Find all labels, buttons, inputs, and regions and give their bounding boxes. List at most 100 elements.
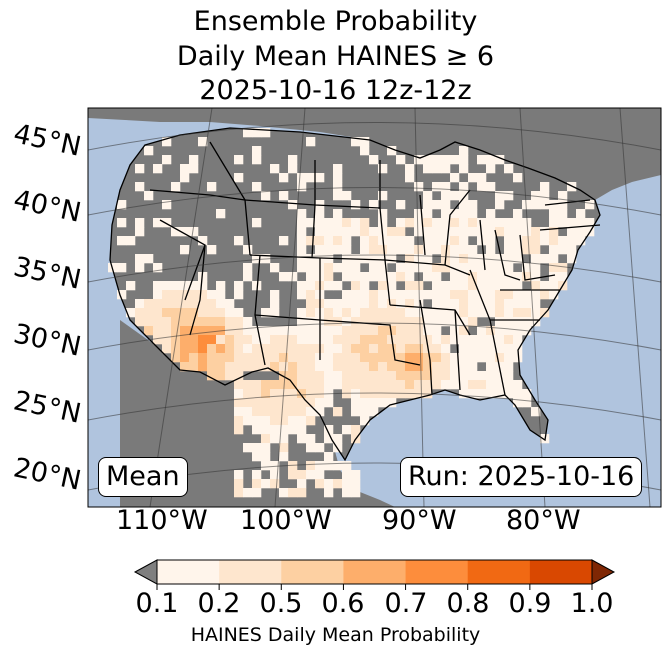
probability-cell [297,479,307,489]
probability-cell [297,425,307,435]
probability-cell [360,245,370,255]
probability-cell [387,389,397,399]
probability-cell [225,362,235,372]
probability-cell [297,182,307,192]
probability-cell [297,335,307,345]
probability-cell [432,380,442,390]
probability-cell [171,317,181,327]
probability-cell [405,308,415,318]
probability-cell [378,335,388,345]
map-title-line-2: Daily Mean HAINES ≥ 6 [176,41,495,72]
probability-cell [378,245,388,255]
probability-cell [198,236,208,246]
probability-cell [306,236,316,246]
probability-cell [405,245,415,255]
probability-cell [549,227,559,237]
probability-cell [450,209,460,219]
probability-cell [144,299,154,309]
probability-cell [234,353,244,363]
probability-cell [351,317,361,327]
probability-cell [360,344,370,354]
probability-cell [288,425,298,435]
probability-cell [513,326,523,336]
probability-cell [189,344,199,354]
probability-cell [342,470,352,480]
probability-cell [423,353,433,363]
probability-cell [360,362,370,372]
probability-cell [414,209,424,219]
probability-cell [468,245,478,255]
probability-cell [414,227,424,237]
probability-cell [459,209,469,219]
probability-cell [396,353,406,363]
probability-cell [153,281,163,291]
probability-cell [477,389,487,399]
colorbar-bin [529,560,593,584]
probability-cell [441,218,451,228]
probability-cell [351,362,361,372]
probability-cell [279,488,289,498]
probability-cell [162,308,172,318]
probability-cell [315,236,325,246]
probability-cell [360,335,370,345]
probability-cell [261,128,271,138]
probability-cell [549,245,559,255]
probability-cell [333,479,343,489]
probability-cell [468,362,478,372]
probability-cell [423,245,433,255]
probability-cell [180,290,190,300]
probability-cell [351,470,361,480]
probability-cell [234,398,244,408]
probability-cell [360,416,370,426]
colorbar-tick-label: 0.5 [259,588,303,619]
probability-cell [171,308,181,318]
probability-cell [486,371,496,381]
probability-cell [468,281,478,291]
probability-cell [459,191,469,201]
probability-cell [225,371,235,381]
probability-cell [252,326,262,336]
probability-cell [306,389,316,399]
probability-cell [558,209,568,219]
probability-cell [468,380,478,390]
probability-cell [279,452,289,462]
probability-cell [252,452,262,462]
probability-cell [450,155,460,165]
probability-cell [423,209,433,219]
probability-cell [324,263,334,273]
probability-cell [450,299,460,309]
probability-cell [486,335,496,345]
probability-cell [234,308,244,318]
probability-cell [522,389,532,399]
probability-cell [468,173,478,183]
probability-cell [135,299,145,309]
probability-cell [342,236,352,246]
probability-cell [486,362,496,372]
probability-cell [135,227,145,237]
probability-cell [369,317,379,327]
probability-cell [252,470,262,480]
colorbar-bin [405,560,469,584]
probability-cell [252,416,262,426]
probability-cell [360,407,370,417]
probability-cell [540,182,550,192]
probability-cell [450,335,460,345]
probability-cell [441,182,451,192]
probability-cell [513,308,523,318]
probability-cell [558,272,568,282]
probability-cell [495,344,505,354]
lon-label-80w: 80°W [506,505,581,536]
probability-cell [315,218,325,228]
probability-cell [396,218,406,228]
probability-cell [270,263,280,273]
probability-cell [387,317,397,327]
probability-cell [504,299,514,309]
probability-cell [180,173,190,183]
state-borders [109,127,601,462]
probability-cell [378,317,388,327]
probability-cell [423,317,433,327]
probability-cell [153,308,163,318]
probability-cell [171,281,181,291]
probability-cell [405,281,415,291]
probability-cell [531,191,541,201]
